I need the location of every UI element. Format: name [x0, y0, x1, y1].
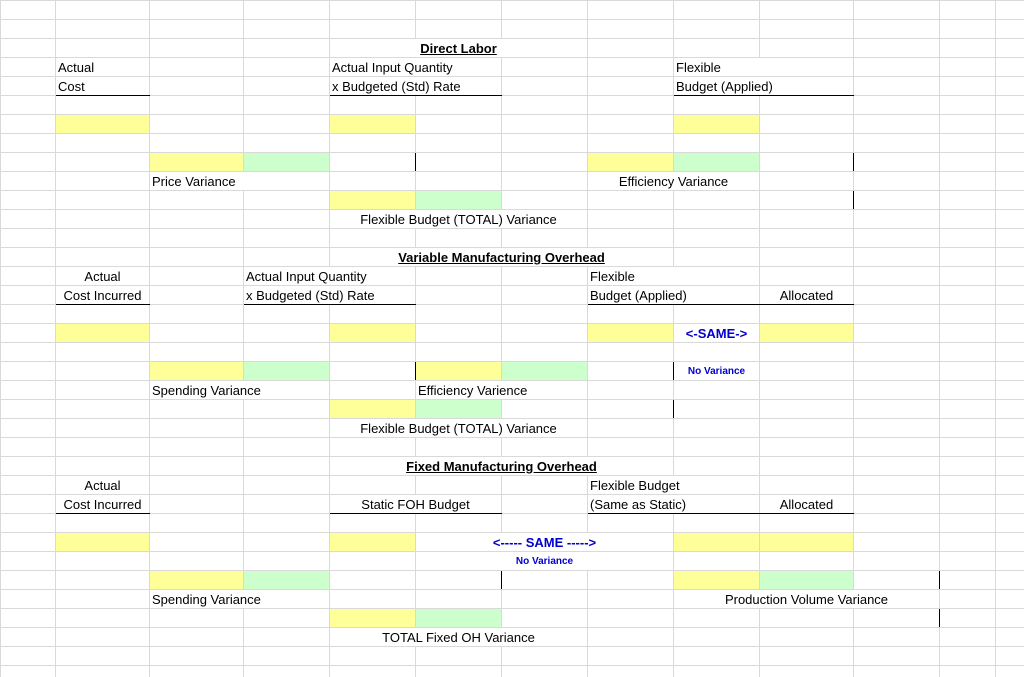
fmoh-novar: No Variance — [416, 552, 674, 571]
fmoh-flex-val[interactable] — [674, 533, 760, 552]
fmoh-pvv-label: Production Volume Variance — [674, 590, 940, 609]
fmoh-total-valY[interactable] — [330, 609, 416, 628]
vmoh-total-label: Flexible Budget (TOTAL) Variance — [330, 419, 588, 438]
fmoh-actual-2: Cost Incurred — [56, 495, 150, 514]
fmoh-same: <----- SAME -----> — [416, 533, 674, 552]
dl-actual-val[interactable] — [56, 115, 150, 134]
vmoh-total-valG[interactable] — [416, 400, 502, 419]
fmoh-spend-valG[interactable] — [244, 571, 330, 590]
vmoh-flex-1: Flexible — [588, 267, 760, 286]
vmoh-actual-1: Actual — [56, 267, 150, 286]
fmoh-alloc: Allocated — [760, 495, 854, 514]
vmoh-inputqty-2: x Budgeted (Std) Rate — [244, 286, 416, 305]
vmoh-eff-valG[interactable] — [502, 362, 588, 381]
fmoh-spend-label: Spending Variance — [150, 590, 330, 609]
vmoh-eff-valY[interactable] — [416, 362, 502, 381]
vmoh-flex-2: Budget (Applied) — [588, 286, 760, 305]
spreadsheet-viewport: Direct Labor Actual Actual Input Quantit… — [0, 0, 1024, 677]
dl-flex-2: Budget (Applied) — [674, 77, 854, 96]
fmoh-actual-1: Actual — [56, 476, 150, 495]
fmoh-flex-2: (Same as Static) — [588, 495, 760, 514]
spreadsheet-grid[interactable]: Direct Labor Actual Actual Input Quantit… — [0, 0, 1024, 677]
dl-title-row: Direct Labor — [1, 39, 1024, 58]
vmoh-inputqty-1: Actual Input Quantity — [244, 267, 416, 286]
vmoh-eff-label: Efficiency Varience — [416, 381, 588, 400]
fmoh-total-label: TOTAL Fixed OH Variance — [330, 628, 588, 647]
vmoh-spend-label: Spending Variance — [150, 381, 330, 400]
vmoh-alloc-val[interactable] — [760, 324, 854, 343]
dl-eff-label: Efficiency Variance — [588, 172, 760, 191]
vmoh-spend-valY[interactable] — [150, 362, 244, 381]
dl-actual-1: Actual — [56, 58, 150, 77]
fmoh-flex-1: Flexible Budget — [588, 476, 760, 495]
fmoh-alloc-val[interactable] — [760, 533, 854, 552]
dl-inputqty-2: x Budgeted (Std) Rate — [330, 77, 502, 96]
vmoh-total-valY[interactable] — [330, 400, 416, 419]
vmoh-spend-valG[interactable] — [244, 362, 330, 381]
dl-flex-val[interactable] — [674, 115, 760, 134]
dl-flex-1: Flexible — [674, 58, 854, 77]
fmoh-total-valG[interactable] — [416, 609, 502, 628]
fmoh-pvv-valG[interactable] — [760, 571, 854, 590]
fmoh-spend-valY[interactable] — [150, 571, 244, 590]
dl-price-valG[interactable] — [244, 153, 330, 172]
vmoh-title: Variable Manufacturing Overhead — [330, 248, 674, 267]
dl-actual-2: Cost — [56, 77, 150, 96]
dl-price-label: Price Variance — [150, 172, 330, 191]
dl-total-valG[interactable] — [416, 191, 502, 210]
vmoh-inputqty-val[interactable] — [330, 324, 416, 343]
dl-eff-valY[interactable] — [588, 153, 674, 172]
vmoh-alloc: Allocated — [760, 286, 854, 305]
dl-title: Direct Labor — [330, 39, 588, 58]
dl-inputqty-1: Actual Input Quantity — [330, 58, 502, 77]
vmoh-actual-2: Cost Incurred — [56, 286, 150, 305]
fmoh-static: Static FOH Budget — [330, 495, 502, 514]
fmoh-static-val[interactable] — [330, 533, 416, 552]
vmoh-same: <-SAME-> — [674, 324, 760, 343]
fmoh-title: Fixed Manufacturing Overhead — [330, 457, 674, 476]
dl-eff-valG[interactable] — [674, 153, 760, 172]
dl-total-label: Flexible Budget (TOTAL) Variance — [330, 210, 588, 229]
fmoh-pvv-valY[interactable] — [674, 571, 760, 590]
fmoh-actual-val[interactable] — [56, 533, 150, 552]
vmoh-flex-valY[interactable] — [588, 324, 674, 343]
dl-inputqty-val[interactable] — [330, 115, 416, 134]
vmoh-novar: No Variance — [674, 362, 760, 381]
dl-price-valY[interactable] — [150, 153, 244, 172]
dl-total-valY[interactable] — [330, 191, 416, 210]
vmoh-actual-val[interactable] — [56, 324, 150, 343]
